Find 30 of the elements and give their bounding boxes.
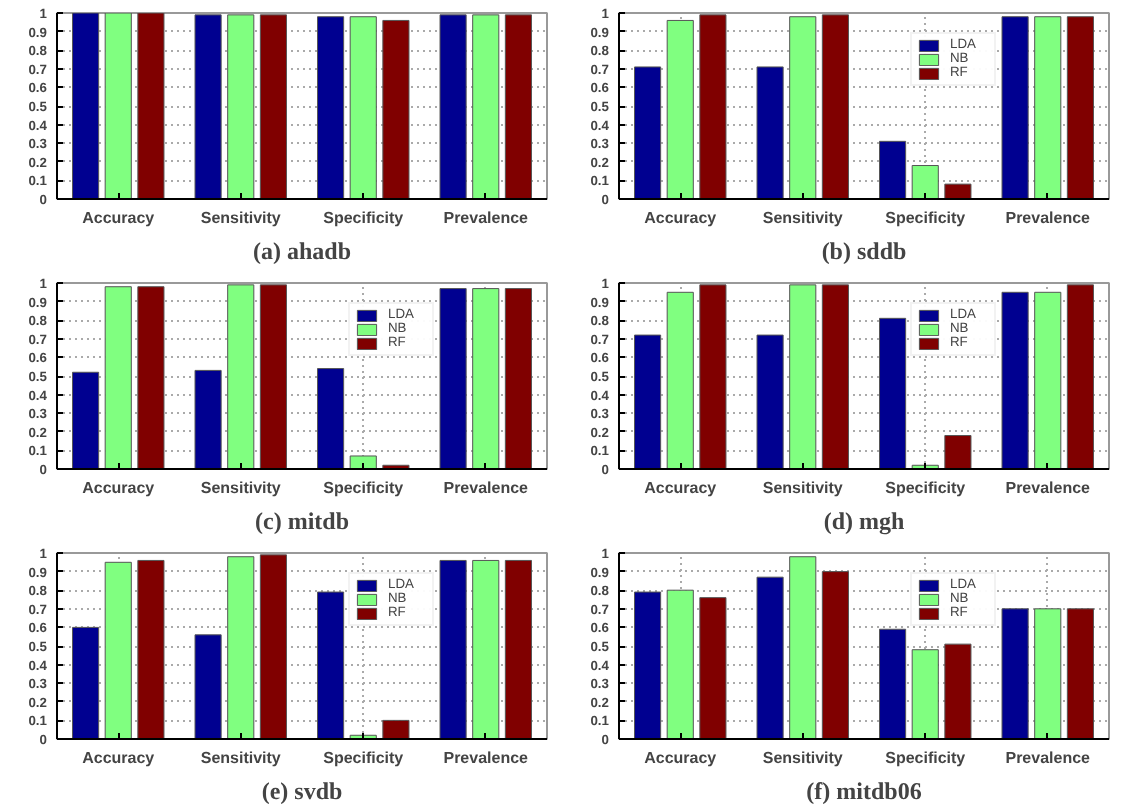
x-axis-title: (d) mgh [823, 507, 905, 535]
x-tick-label: Prevalence [443, 749, 530, 767]
x-tick-label: Specificity [323, 209, 405, 227]
x-tick-label: Prevalence [1005, 749, 1092, 767]
x-tick-label: Prevalence [443, 209, 530, 227]
x-tick-label: Specificity [323, 749, 405, 767]
x-tick-label: Sensitivity [762, 749, 844, 767]
x-tick-label: Accuracy [644, 749, 718, 767]
x-tick-label: Accuracy [82, 479, 156, 497]
x-tick-label: Prevalence [1005, 479, 1092, 497]
x-tick-label: Prevalence [1005, 209, 1092, 227]
x-tick-label: Sensitivity [200, 479, 282, 497]
x-tick-label: Accuracy [82, 749, 156, 767]
x-axis-title: (a) ahadb [252, 237, 352, 265]
x-tick-label: Accuracy [644, 209, 718, 227]
x-tick-label: Specificity [885, 749, 967, 767]
x-tick-label: Sensitivity [200, 209, 282, 227]
x-tick-label: Prevalence [443, 479, 530, 497]
x-tick-label: Sensitivity [200, 749, 282, 767]
x-tick-label: Specificity [323, 479, 405, 497]
x-tick-label: Accuracy [82, 209, 156, 227]
x-tick-label: Specificity [885, 209, 967, 227]
x-axis-title: (f) mitdb06 [806, 777, 922, 805]
x-axis-title: (b) sddb [821, 237, 908, 265]
x-tick-label: Sensitivity [762, 479, 844, 497]
x-tick-label: Specificity [885, 479, 967, 497]
x-tick-label: Sensitivity [762, 209, 844, 227]
x-axis-title: (c) mitdb [255, 507, 350, 535]
x-axis-title: (e) svdb [261, 777, 343, 805]
x-tick-label: Accuracy [644, 479, 718, 497]
